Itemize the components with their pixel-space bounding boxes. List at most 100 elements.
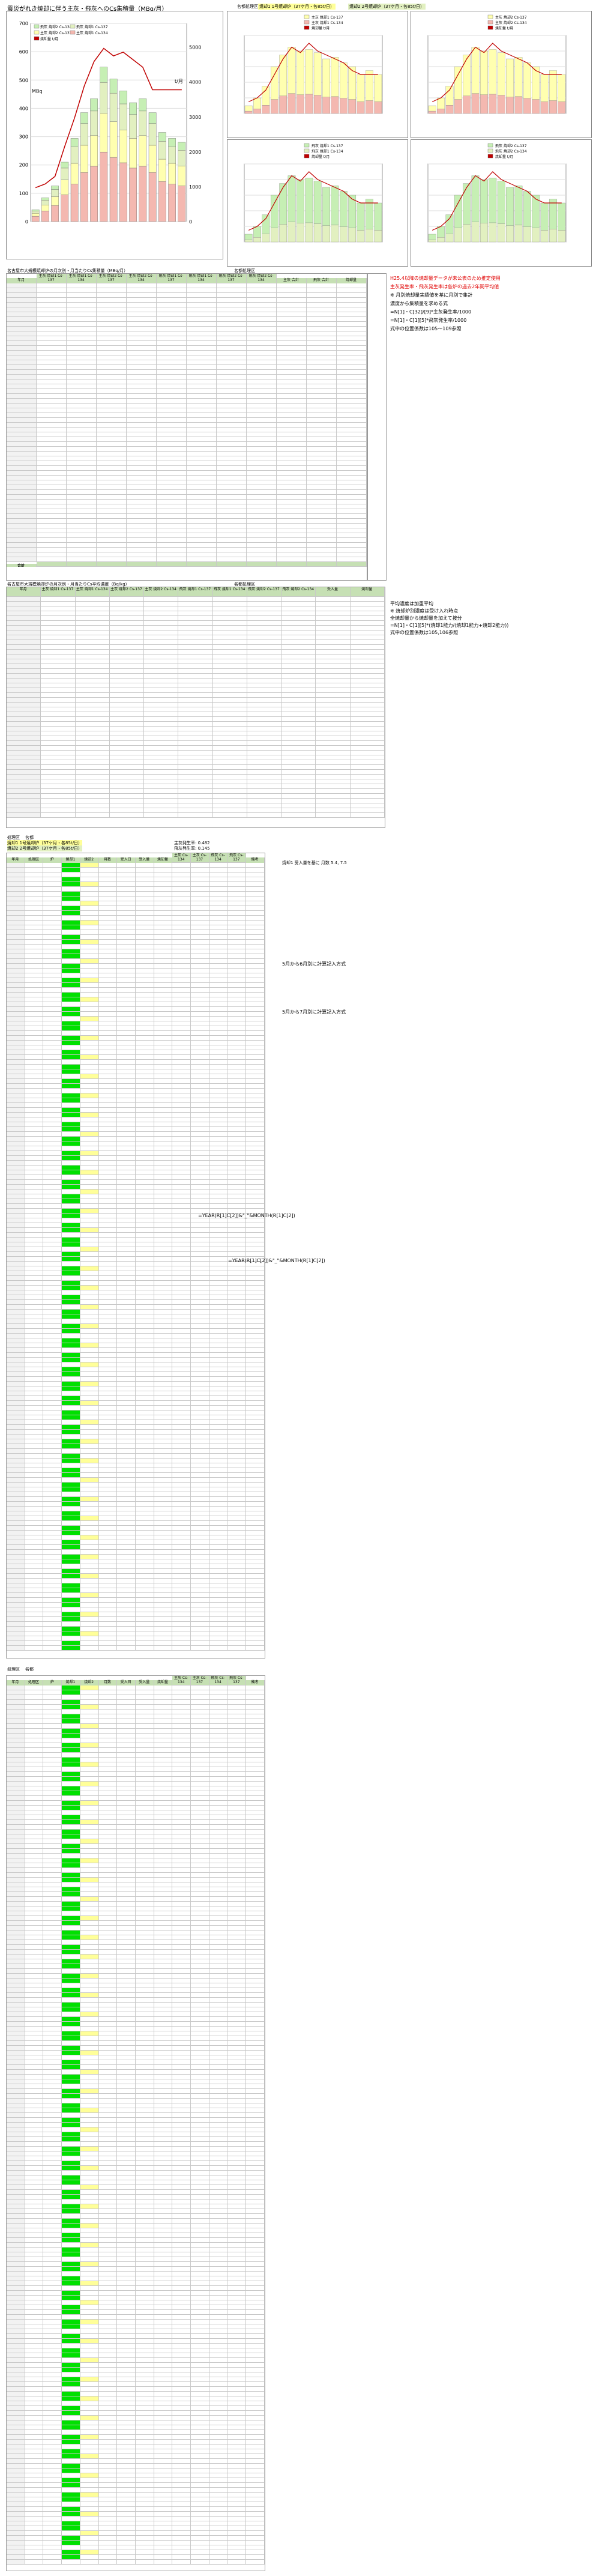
table-cell[interactable] [117, 935, 136, 940]
table-cell[interactable] [25, 1185, 44, 1190]
table-cell[interactable] [7, 1535, 25, 1540]
table-cell[interactable] [227, 1782, 247, 1786]
table-cell[interactable] [157, 485, 187, 490]
table-cell[interactable] [98, 1801, 118, 1806]
table-cell[interactable] [7, 863, 25, 868]
table-cell[interactable] [191, 1758, 209, 1762]
table-cell[interactable] [316, 712, 351, 717]
table-cell[interactable] [7, 557, 37, 562]
table-cell[interactable] [80, 1401, 99, 1406]
table-cell[interactable] [307, 528, 337, 533]
table-cell[interactable] [75, 765, 110, 770]
table-cell[interactable] [350, 727, 385, 731]
table-cell[interactable] [75, 803, 110, 808]
table-cell[interactable] [209, 911, 228, 916]
table-cell[interactable] [135, 1935, 154, 1940]
table-cell[interactable] [157, 389, 187, 394]
table-cell[interactable] [98, 1036, 118, 1041]
table-cell[interactable] [135, 1194, 154, 1199]
table-cell[interactable] [80, 1844, 99, 1849]
table-cell[interactable] [43, 887, 62, 892]
table-cell[interactable] [80, 1902, 99, 1906]
table-cell[interactable] [316, 640, 351, 645]
table-cell[interactable] [43, 1940, 62, 1945]
table-cell[interactable] [154, 1069, 173, 1074]
table-cell[interactable] [227, 1166, 247, 1170]
table-cell[interactable] [98, 1338, 118, 1343]
table-cell[interactable] [25, 868, 44, 872]
table-cell[interactable] [37, 428, 67, 432]
table-cell[interactable] [227, 1686, 247, 1690]
table-cell[interactable] [80, 1170, 99, 1175]
table-cell[interactable] [187, 365, 217, 370]
table-cell[interactable] [227, 1041, 247, 1045]
table-cell[interactable] [227, 1218, 247, 1223]
table-cell[interactable] [117, 1710, 136, 1714]
table-cell[interactable] [135, 1410, 154, 1415]
table-cell[interactable] [281, 597, 316, 602]
table-cell[interactable] [43, 1550, 62, 1555]
table-cell[interactable] [209, 1007, 228, 1012]
table-cell[interactable] [62, 1892, 80, 1897]
table-cell[interactable] [217, 312, 247, 317]
table-cell[interactable] [209, 1238, 228, 1242]
table-cell[interactable] [80, 1782, 99, 1786]
table-cell[interactable] [43, 1878, 62, 1882]
table-cell[interactable] [7, 784, 41, 789]
table-cell[interactable] [7, 736, 41, 741]
table-cell[interactable] [246, 1622, 265, 1627]
table-cell[interactable] [109, 664, 145, 669]
table-cell[interactable] [7, 524, 37, 528]
table-cell[interactable] [350, 616, 385, 621]
table-cell[interactable] [117, 1012, 136, 1017]
table-cell[interactable] [209, 1579, 228, 1583]
table-cell[interactable] [62, 1710, 80, 1714]
table-cell[interactable] [25, 1271, 44, 1276]
table-cell[interactable] [80, 1199, 99, 1204]
table-cell[interactable] [117, 1497, 136, 1502]
table-cell[interactable] [25, 921, 44, 925]
table-cell[interactable] [227, 1050, 247, 1055]
table-cell[interactable] [187, 322, 217, 327]
table-cell[interactable] [98, 1810, 118, 1815]
table-cell[interactable] [109, 703, 145, 707]
table-cell[interactable] [41, 597, 76, 602]
table-cell[interactable] [80, 1815, 99, 1820]
table-cell[interactable] [154, 1849, 173, 1854]
table-cell[interactable] [67, 370, 97, 375]
table-cell[interactable] [25, 1247, 44, 1252]
table-cell[interactable] [43, 1050, 62, 1055]
table-cell[interactable] [41, 731, 76, 736]
table-cell[interactable] [172, 1815, 191, 1820]
table-cell[interactable] [25, 1772, 44, 1777]
table-cell[interactable] [7, 1146, 25, 1151]
table-cell[interactable] [191, 1055, 209, 1060]
table-cell[interactable] [37, 500, 67, 504]
table-cell[interactable] [80, 1194, 99, 1199]
table-cell[interactable] [307, 456, 337, 461]
table-cell[interactable] [7, 722, 41, 727]
table-cell[interactable] [7, 1372, 25, 1377]
table-cell[interactable] [80, 945, 99, 949]
table-cell[interactable] [157, 375, 187, 379]
table-cell[interactable] [7, 1772, 25, 1777]
table-cell[interactable] [43, 1622, 62, 1627]
table-cell[interactable] [217, 533, 247, 538]
table-cell[interactable] [43, 1897, 62, 1902]
table-cell[interactable] [98, 1772, 118, 1777]
table-cell[interactable] [178, 775, 213, 779]
table-cell[interactable] [80, 1930, 99, 1935]
table-cell[interactable] [117, 1492, 136, 1497]
table-cell[interactable] [277, 346, 307, 351]
table-cell[interactable] [62, 1069, 80, 1074]
table-cell[interactable] [247, 616, 282, 621]
table-cell[interactable] [217, 480, 247, 485]
table-cell[interactable] [154, 997, 173, 1002]
table-cell[interactable] [350, 712, 385, 717]
table-cell[interactable] [117, 1906, 136, 1911]
table-cell[interactable] [191, 1329, 209, 1334]
table-cell[interactable] [7, 1103, 25, 1108]
table-cell[interactable] [191, 906, 209, 911]
table-cell[interactable] [154, 1089, 173, 1093]
table-cell[interactable] [7, 688, 41, 693]
